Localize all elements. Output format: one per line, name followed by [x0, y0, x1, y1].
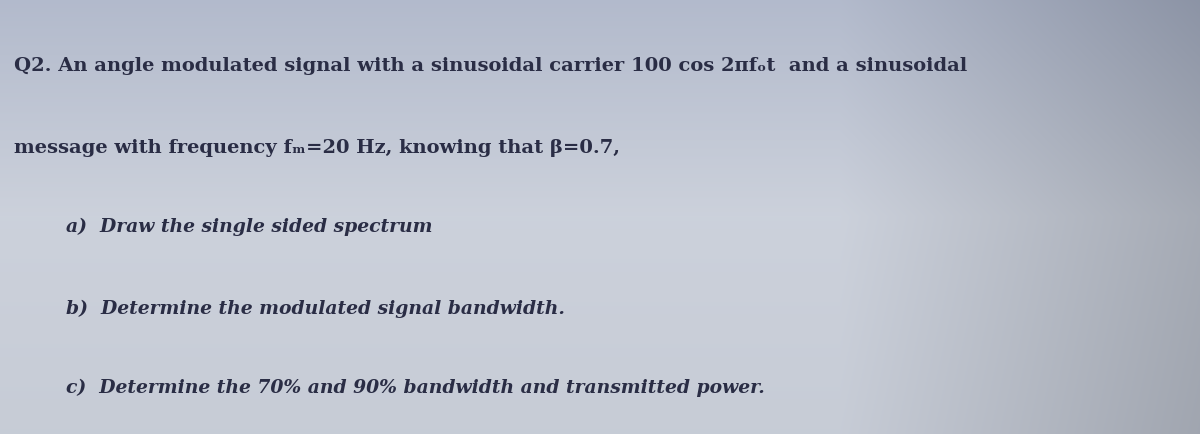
Text: b)  Determine the modulated signal bandwidth.: b) Determine the modulated signal bandwi… — [66, 299, 565, 318]
Text: a)  Draw the single sided spectrum: a) Draw the single sided spectrum — [66, 217, 432, 235]
Text: message with frequency fₘ=20 Hz, knowing that β=0.7,: message with frequency fₘ=20 Hz, knowing… — [14, 139, 620, 157]
Text: c)  Determine the 70% and 90% bandwidth and transmitted power.: c) Determine the 70% and 90% bandwidth a… — [66, 378, 764, 396]
Text: Q2. An angle modulated signal with a sinusoidal carrier 100 cos 2πfₒt  and a sin: Q2. An angle modulated signal with a sin… — [14, 56, 967, 74]
